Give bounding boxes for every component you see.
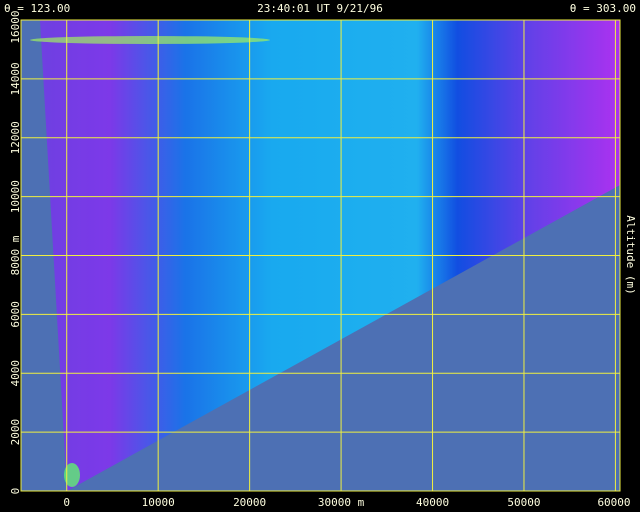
y-axis-label: Altitude (m) — [624, 215, 637, 294]
x-tick-label: 10000 — [142, 496, 175, 509]
y-tick-label: 8000 m — [9, 235, 22, 275]
y-tick-label: 2000 — [9, 419, 22, 446]
y-tick-label: 16000 — [9, 10, 22, 43]
x-tick-label: 60000 — [597, 496, 630, 509]
x-tick-label: 30000 m — [318, 496, 365, 509]
x-tick-label: 20000 — [233, 496, 266, 509]
plot-frame — [20, 19, 621, 492]
x-tick-label: 50000 — [507, 496, 540, 509]
x-tick-label: 40000 — [416, 496, 449, 509]
y-tick-label: 10000 — [9, 180, 22, 213]
y-tick-label: 14000 — [9, 62, 22, 95]
near-field-return — [64, 463, 80, 487]
y-tick-label: 12000 — [9, 121, 22, 154]
y-tick-label: 4000 — [9, 360, 22, 387]
y-tick-label: 6000 — [9, 301, 22, 328]
y-tick-label: 0 — [9, 488, 22, 495]
cloud-layer — [30, 36, 270, 44]
x-tick-label: 0 — [63, 496, 70, 509]
right-label: θ = 303.00 — [570, 2, 636, 15]
chart-title: 23:40:01 UT 9/21/96 — [257, 2, 383, 15]
left-label: θ = 123.00 — [4, 2, 70, 15]
